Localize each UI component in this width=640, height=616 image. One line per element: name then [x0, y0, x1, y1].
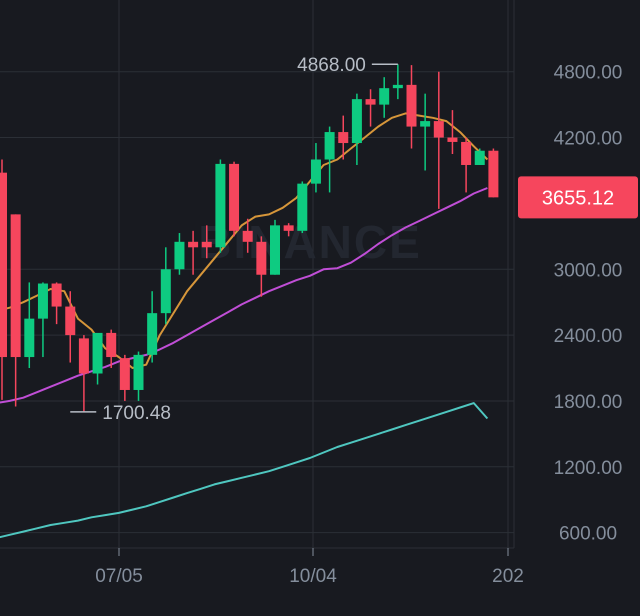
annotation-label: 1700.48 [102, 403, 171, 424]
candle-up [147, 291, 158, 363]
candle-body [201, 241, 212, 248]
candle-down [365, 89, 376, 127]
candle-down [242, 218, 253, 253]
candle-body [447, 137, 458, 142]
candle-down [406, 65, 417, 149]
candle-up [474, 148, 485, 165]
candle-body [147, 313, 158, 355]
price-annotations: 4868.00 1700.48 [70, 55, 398, 424]
candle-body [392, 84, 403, 89]
candle-body [488, 150, 499, 198]
y-tick-label: 2400.00 [554, 326, 623, 347]
y-tick-label: 4200.00 [554, 129, 623, 150]
x-tick-label: 10/04 [289, 566, 337, 587]
candle-body [324, 132, 335, 160]
moving-average-line [0, 402, 489, 539]
candle-body [37, 283, 48, 319]
candle-up [24, 282, 35, 369]
candle-body [119, 358, 130, 390]
current-price-tag: 3655.12 [518, 176, 638, 219]
candle-down [51, 282, 62, 325]
candle-body [133, 354, 144, 390]
candle-body [420, 121, 431, 127]
candle-up [310, 143, 321, 193]
y-tick-label: 4800.00 [554, 63, 623, 84]
candle-body [256, 241, 267, 275]
candle-down [0, 159, 7, 400]
candle-down [106, 329, 117, 369]
candle-up [270, 219, 280, 275]
candle-up [92, 332, 103, 385]
candle-down [447, 110, 458, 155]
candle-body [242, 230, 253, 242]
candle-up [324, 126, 335, 193]
candle-up [379, 77, 390, 118]
candle-body [78, 338, 89, 374]
candle-body [297, 183, 308, 231]
candle-body [229, 163, 240, 231]
candle-down [488, 148, 499, 198]
candle-body [174, 241, 185, 270]
x-tick-label: 07/05 [95, 566, 143, 587]
candle-body [188, 241, 199, 248]
moving-average-line [0, 112, 489, 369]
candle-body [160, 269, 171, 314]
current-price-tag-bg [518, 176, 638, 219]
x-tick-label: 202 [492, 566, 524, 587]
candle-body [461, 141, 472, 165]
x-axis: 07/05 10/04 202 [95, 548, 524, 587]
y-tick-label: 1800.00 [554, 392, 623, 413]
candle-body [51, 283, 62, 307]
candle-down [229, 161, 240, 237]
candle-down [65, 291, 76, 363]
candle-down [461, 137, 472, 193]
candle-body [379, 88, 390, 105]
moving-average-line [0, 187, 488, 404]
candle-body [215, 163, 226, 248]
candle-body [283, 225, 294, 231]
candle-down [283, 223, 294, 237]
candle-body [433, 121, 444, 138]
candle-up [160, 247, 171, 325]
candle-down [433, 71, 444, 209]
annotation-label: 4868.00 [297, 55, 366, 76]
candle-body [351, 99, 362, 144]
candle-up [297, 181, 308, 234]
candle-body [65, 306, 76, 336]
candle-down [338, 115, 349, 160]
candles [0, 64, 499, 412]
candle-up [351, 93, 362, 165]
candle-body [310, 159, 321, 184]
candle-body [406, 84, 417, 127]
candle-up [392, 64, 403, 100]
y-tick-label: 1200.00 [554, 458, 623, 479]
candle-body [365, 99, 376, 105]
candle-up [215, 159, 226, 253]
y-tick-label: 600.00 [559, 524, 617, 545]
candle-down [201, 225, 212, 259]
candle-body [106, 332, 117, 358]
candle-down [188, 230, 199, 275]
candle-body [10, 214, 21, 358]
candle-body [474, 150, 485, 165]
candle-body [338, 132, 349, 144]
candle-down [78, 335, 89, 412]
candle-up [174, 233, 185, 275]
candle-up [37, 282, 48, 358]
current-price-label: 3655.12 [542, 187, 614, 209]
candle-down [119, 354, 130, 401]
candle-down [256, 236, 267, 297]
y-axis: 600.00 1200.00 1800.00 2400.00 3000.00 4200.0… [554, 63, 623, 545]
candle-down [10, 214, 21, 407]
candle-up [133, 351, 144, 401]
moving-average-lines [0, 112, 489, 539]
y-tick-label: 3000.00 [554, 260, 623, 281]
candle-body [92, 332, 103, 374]
candle-body [270, 225, 280, 275]
candle-body [24, 318, 35, 358]
candle-up [420, 93, 431, 171]
candle-body [0, 172, 7, 358]
